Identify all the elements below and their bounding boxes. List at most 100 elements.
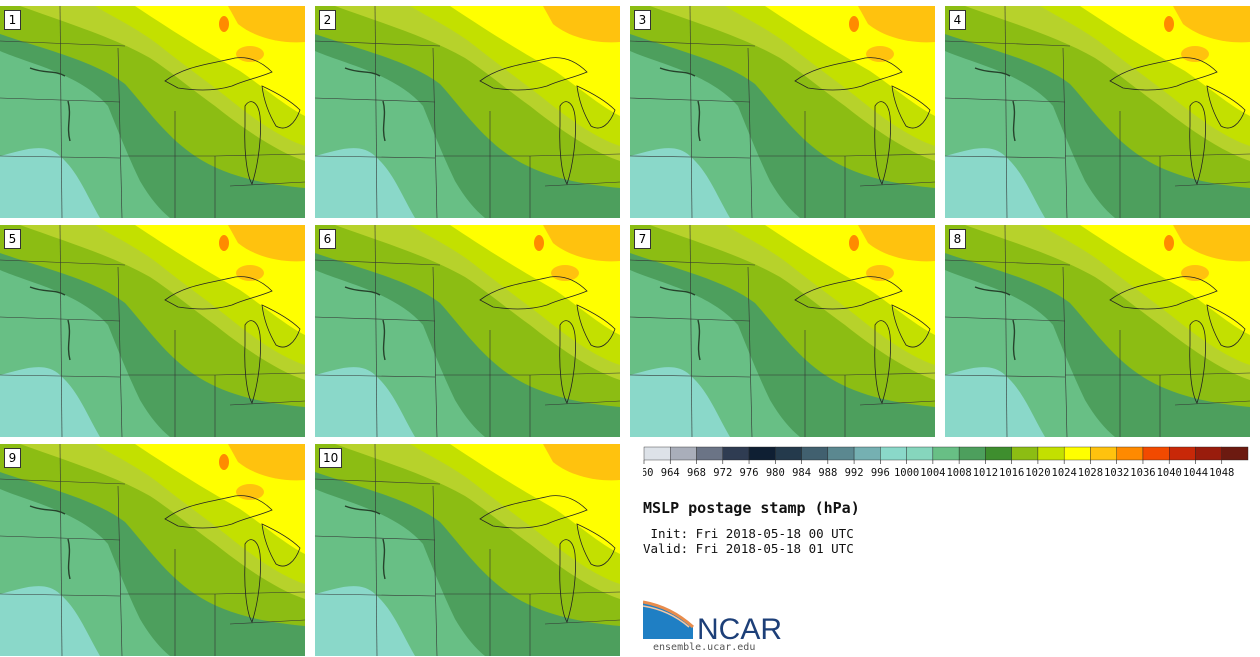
high-pressure-cell (1181, 46, 1209, 62)
colorbar-swatch (985, 446, 1012, 461)
lake-outline (794, 276, 903, 310)
river (29, 67, 66, 77)
ensemble-member-panel-1: 1 (0, 6, 305, 218)
website-url: ensemble.ucar.edu (653, 642, 756, 653)
river (697, 100, 701, 142)
colorbar-tick-label: 972 (713, 467, 732, 479)
colorbar-swatch (722, 446, 750, 461)
state-boundary (630, 374, 751, 378)
lake-outline (891, 304, 931, 348)
state-boundary (315, 374, 436, 378)
lake-outline (261, 523, 301, 567)
pressure-band-1000 (315, 586, 415, 656)
state-boundary (945, 155, 1066, 159)
river (382, 319, 386, 361)
river (974, 286, 1011, 296)
river (67, 319, 71, 361)
ensemble-member-panel-3: 3 (630, 6, 935, 218)
lake-outline (164, 57, 273, 91)
state-boundary (432, 47, 438, 218)
colorbar-swatch (1090, 446, 1117, 461)
state-boundary (747, 47, 753, 218)
lake-outline (559, 539, 576, 623)
lake-outline (576, 85, 616, 129)
state-boundary (0, 259, 126, 266)
river (659, 286, 696, 296)
state-boundary (1062, 47, 1068, 218)
river (29, 286, 66, 296)
lake-outline (1206, 304, 1246, 348)
mslp-map-8 (945, 225, 1250, 437)
lake-outline (576, 304, 616, 348)
colorbar-swatch (1063, 446, 1091, 461)
river (1012, 100, 1016, 142)
state-boundary (229, 400, 305, 406)
state-boundary (59, 225, 63, 437)
pressure-band-1032 (543, 6, 620, 43)
pressure-band-1032 (228, 225, 305, 262)
colorbar-swatch (1169, 446, 1196, 461)
state-boundary (214, 372, 305, 376)
colorbar-swatch (1142, 446, 1170, 461)
state-boundary (844, 372, 935, 376)
state-boundary (315, 593, 436, 597)
high-pressure-cell (236, 265, 264, 281)
lake-outline (874, 320, 891, 404)
colorbar-swatch (748, 446, 776, 461)
lake-outline (164, 276, 273, 310)
figure-title: MSLP postage stamp (hPa) (643, 499, 860, 517)
colorbar-swatch (670, 446, 697, 461)
ensemble-member-panel-7: 7 (630, 225, 935, 437)
high-pressure-core (219, 235, 229, 251)
colorbar-swatch (1221, 446, 1249, 461)
state-boundary (315, 97, 436, 103)
state-boundary (544, 400, 620, 406)
pressure-band-1000 (630, 367, 730, 437)
colorbar-tick-label: 984 (792, 467, 811, 479)
mslp-map-10 (315, 444, 620, 656)
high-pressure-core (219, 454, 229, 470)
lake-outline (164, 495, 273, 529)
lake-outline (244, 320, 261, 404)
colorbar-tick-label: 1028 (1078, 467, 1103, 479)
colorbar-swatch (1116, 446, 1144, 461)
member-label-4: 4 (949, 10, 966, 30)
state-boundary (630, 97, 751, 103)
state-boundary (0, 40, 126, 47)
river (697, 319, 701, 361)
lake-outline (479, 276, 588, 310)
state-boundary (529, 591, 620, 595)
river (67, 100, 71, 142)
state-boundary (0, 316, 121, 322)
lake-outline (261, 304, 301, 348)
state-boundary (630, 40, 756, 47)
lake-outline (244, 539, 261, 623)
member-label-3: 3 (634, 10, 651, 30)
pressure-band-1032 (1173, 225, 1250, 262)
state-boundary (1174, 181, 1250, 187)
lake-outline (1109, 57, 1218, 91)
state-boundary (315, 155, 436, 159)
colorbar-tick-label: 968 (687, 467, 706, 479)
state-boundary (529, 372, 620, 376)
colorbar-tick-label: 1032 (1104, 467, 1129, 479)
state-boundary (0, 478, 126, 485)
pressure-band-1000 (945, 367, 1045, 437)
colorbar-tick-label: 1040 (1157, 467, 1182, 479)
high-pressure-cell (551, 265, 579, 281)
state-boundary (945, 374, 1066, 378)
colorbar-tick-label: 1000 (894, 467, 919, 479)
river (382, 100, 386, 142)
colorbar-swatch (801, 446, 829, 461)
colorbar-tick-label: 1004 (920, 467, 945, 479)
state-boundary (0, 97, 121, 103)
pressure-colorbar: 9609649689729769809849889929961000100410… (643, 446, 1249, 479)
state-boundary (214, 591, 305, 595)
pressure-band-1000 (315, 148, 415, 218)
mslp-map-7 (630, 225, 935, 437)
pressure-band-1032 (543, 225, 620, 262)
lake-outline (1109, 276, 1218, 310)
state-boundary (544, 619, 620, 625)
colorbar-swatch (1011, 446, 1039, 461)
state-boundary (945, 259, 1071, 266)
